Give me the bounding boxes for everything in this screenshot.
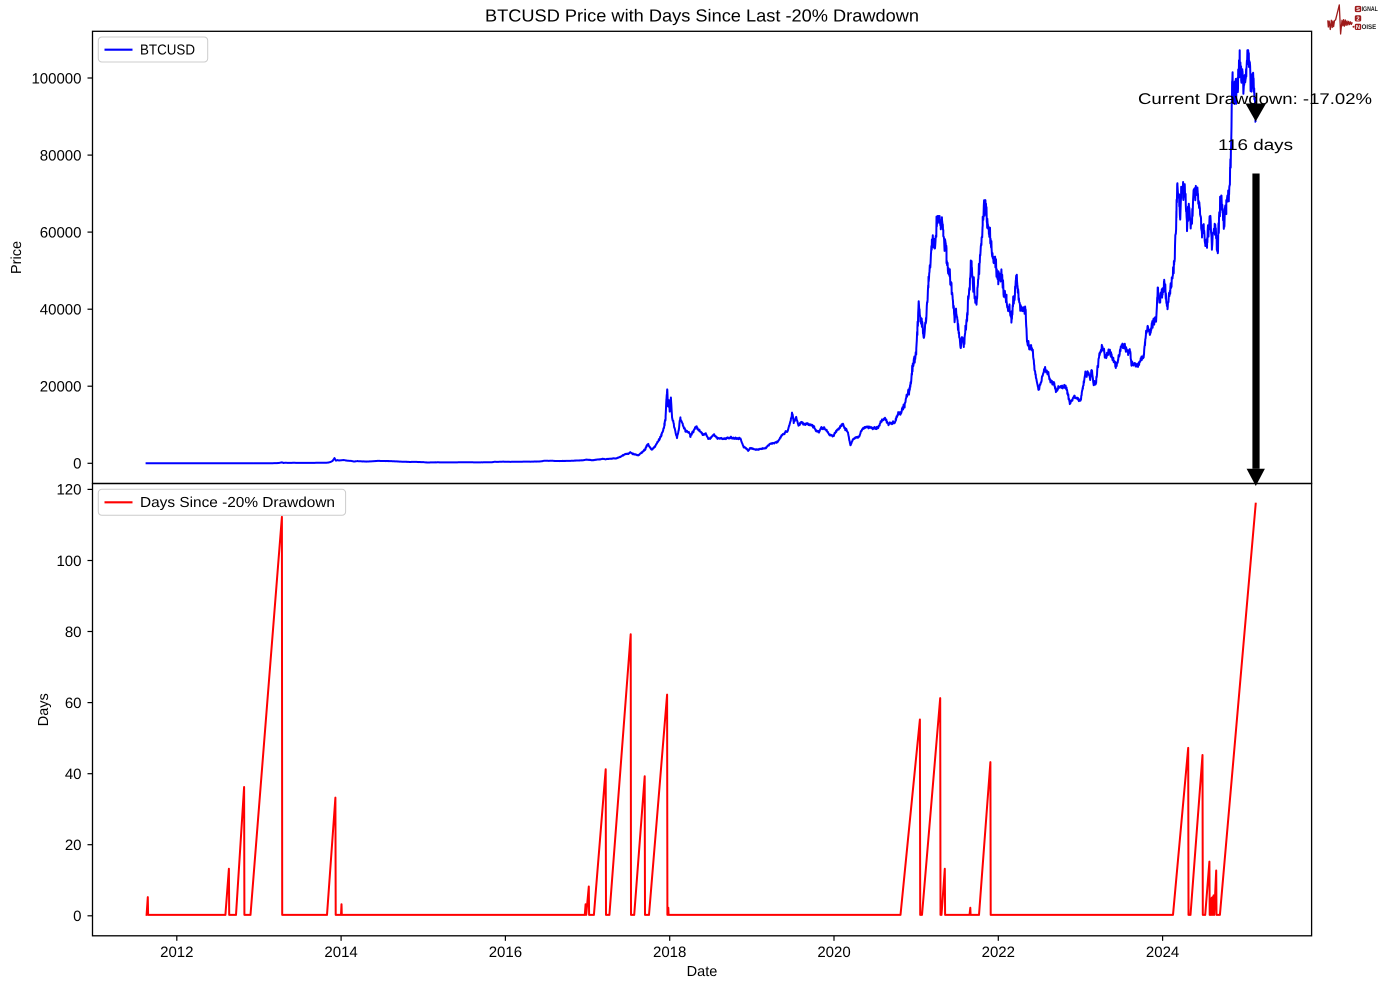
svg-text:2: 2 <box>1356 15 1359 22</box>
svg-text:2022: 2022 <box>982 944 1015 961</box>
svg-text:N: N <box>1356 25 1360 31</box>
svg-text:40000: 40000 <box>40 302 82 319</box>
svg-text:2018: 2018 <box>653 944 686 961</box>
svg-text:100: 100 <box>56 553 81 570</box>
svg-text:20: 20 <box>65 837 82 854</box>
svg-text:Days: Days <box>36 693 52 726</box>
svg-text:116 days: 116 days <box>1218 137 1293 154</box>
svg-text:Days Since -20% Drawdown: Days Since -20% Drawdown <box>140 495 335 511</box>
svg-text:100000: 100000 <box>31 70 81 87</box>
svg-text:20000: 20000 <box>40 379 82 396</box>
svg-text:60000: 60000 <box>40 224 82 241</box>
svg-text:120: 120 <box>56 482 81 499</box>
svg-text:S: S <box>1356 6 1360 13</box>
svg-text:2020: 2020 <box>817 944 850 961</box>
svg-text:40: 40 <box>65 766 82 783</box>
svg-text:2024: 2024 <box>1146 944 1179 961</box>
svg-text:60: 60 <box>65 695 82 712</box>
svg-text:IGNAL: IGNAL <box>1362 6 1378 13</box>
svg-text:80: 80 <box>65 624 82 641</box>
svg-text:OISE: OISE <box>1362 24 1377 31</box>
svg-text:Current Drawdown: -17.02%: Current Drawdown: -17.02% <box>1138 91 1372 108</box>
svg-text:80000: 80000 <box>40 147 82 164</box>
svg-text:Price: Price <box>9 241 25 274</box>
svg-text:BTCUSD Price with Days Since L: BTCUSD Price with Days Since Last -20% D… <box>485 6 919 26</box>
svg-text:BTCUSD: BTCUSD <box>140 43 195 59</box>
svg-text:2014: 2014 <box>324 944 357 961</box>
svg-text:2016: 2016 <box>489 944 522 961</box>
svg-text:0: 0 <box>73 908 81 925</box>
svg-text:Date: Date <box>687 964 718 980</box>
svg-text:2012: 2012 <box>160 944 193 961</box>
svg-text:0: 0 <box>73 456 81 473</box>
